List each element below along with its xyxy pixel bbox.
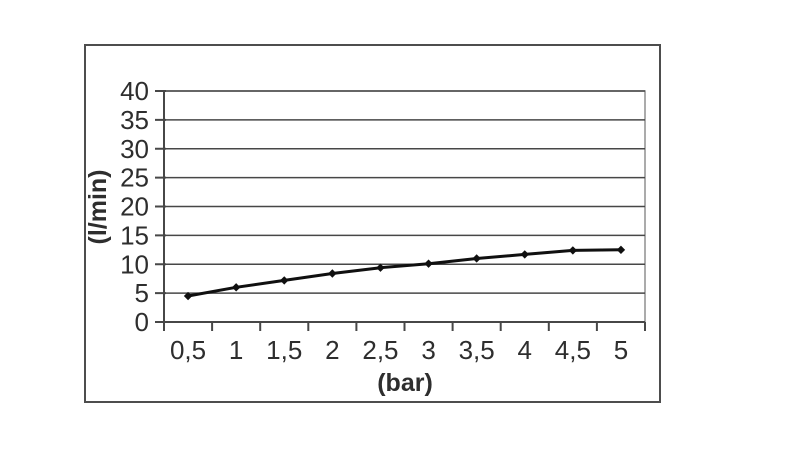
y-tick-label: 10: [120, 249, 149, 279]
x-tick-label: 1,5: [266, 335, 302, 365]
x-axis-title: (bar): [377, 369, 433, 397]
x-tick-label: 1: [229, 335, 243, 365]
x-tick-label: 2: [325, 335, 339, 365]
x-tick-label: 3: [421, 335, 435, 365]
data-point-marker: [231, 283, 241, 292]
data-series: [183, 245, 626, 301]
x-tick-label: 5: [614, 335, 628, 365]
data-point-marker: [472, 254, 481, 263]
x-tick-label: 4,5: [555, 335, 591, 365]
y-tick-label: 20: [120, 192, 149, 222]
data-point-marker: [568, 246, 578, 255]
data-point-marker: [183, 291, 193, 301]
data-point-marker: [520, 250, 529, 259]
data-point-marker: [328, 269, 337, 278]
axis-ticks: [155, 90, 646, 331]
data-point-marker: [424, 259, 433, 268]
y-tick-label: 5: [135, 278, 149, 308]
x-tick-label: 4: [518, 335, 532, 365]
x-tick-label: 3,5: [459, 335, 495, 365]
y-axis-title: (l/min): [86, 170, 112, 245]
y-tick-label: 35: [120, 105, 149, 135]
data-point-marker: [280, 276, 289, 285]
y-tick-label: 40: [120, 76, 149, 106]
y-tick-label: 25: [120, 163, 149, 193]
chart-frame: 0 5 10 15 20 25 30 35 40 0,5 1 1,5 2 2,5 3 3,5 4 4,5 5 (l/…: [84, 44, 661, 403]
data-point-marker: [616, 245, 626, 255]
y-tick-label: 30: [120, 134, 149, 164]
x-tick-label: 2,5: [362, 335, 398, 365]
series-line-flow-rate: [186, 248, 623, 298]
x-tick-label: 0,5: [170, 335, 206, 365]
y-tick-label: 15: [120, 220, 149, 250]
gridlines: [163, 90, 645, 323]
y-tick-label: 0: [135, 307, 149, 337]
